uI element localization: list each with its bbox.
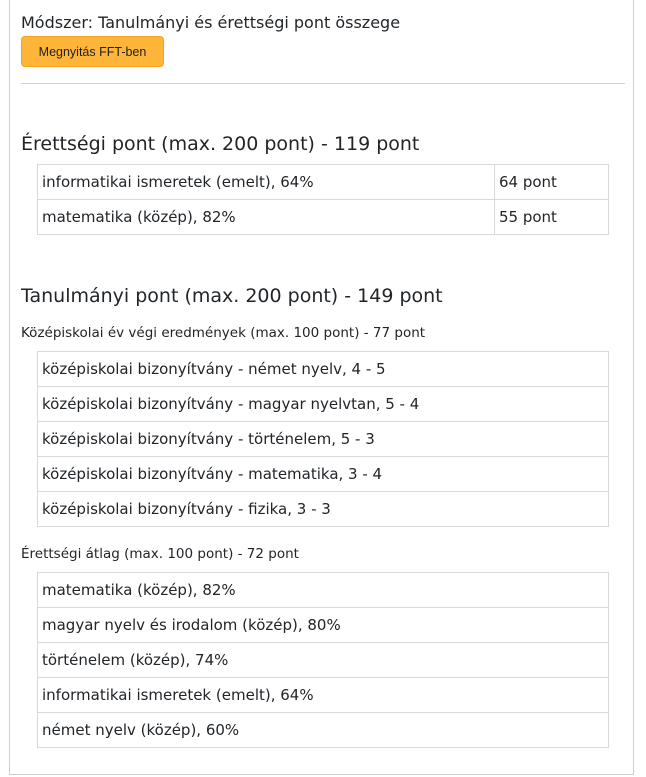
open-in-fft-button[interactable]: Megnyitás FFT-ben (21, 36, 164, 67)
erettsegi-pont-table: informatikai ismeretek (emelt), 64% 64 p… (37, 164, 609, 235)
exam-cell: informatikai ismeretek (emelt), 64% (37, 677, 609, 713)
table-row: informatikai ismeretek (emelt), 64% (37, 677, 609, 713)
result-card (9, 0, 634, 775)
method-label: Módszer: Tanulmányi és érettségi pont ös… (21, 13, 401, 32)
grade-cell: középiskolai bizonyítvány - német nyelv,… (37, 351, 609, 387)
grade-cell: középiskolai bizonyítvány - magyar nyelv… (37, 386, 609, 422)
points-cell: 64 pont (494, 164, 609, 200)
exam-cell: magyar nyelv és irodalom (közép), 80% (37, 607, 609, 643)
table-row: német nyelv (közép), 60% (37, 712, 609, 748)
table-row: középiskolai bizonyítvány - magyar nyelv… (37, 386, 609, 422)
exam-cell: német nyelv (közép), 60% (37, 712, 609, 748)
table-row: informatikai ismeretek (emelt), 64% 64 p… (37, 164, 609, 200)
table-row: matematika (közép), 82% 55 pont (37, 199, 609, 235)
kozepiskolai-table: középiskolai bizonyítvány - német nyelv,… (37, 351, 609, 527)
table-row: történelem (közép), 74% (37, 642, 609, 678)
erettsegi-atlag-table: matematika (közép), 82% magyar nyelv és … (37, 572, 609, 748)
exam-cell: matematika (közép), 82% (37, 572, 609, 608)
subject-cell: matematika (közép), 82% (37, 199, 495, 235)
grade-cell: középiskolai bizonyítvány - történelem, … (37, 421, 609, 457)
table-row: magyar nyelv és irodalom (közép), 80% (37, 607, 609, 643)
erettsegi-atlag-heading: Érettségi átlag (max. 100 pont) - 72 pon… (21, 546, 299, 562)
grade-cell: középiskolai bizonyítvány - fizika, 3 - … (37, 491, 609, 527)
exam-cell: történelem (közép), 74% (37, 642, 609, 678)
points-cell: 55 pont (494, 199, 609, 235)
divider (21, 83, 625, 84)
subject-cell: informatikai ismeretek (emelt), 64% (37, 164, 495, 200)
table-row: középiskolai bizonyítvány - német nyelv,… (37, 351, 609, 387)
table-row: matematika (közép), 82% (37, 572, 609, 608)
kozepiskolai-heading: Középiskolai év végi eredmények (max. 10… (21, 325, 426, 341)
erettsegi-pont-heading: Érettségi pont (max. 200 pont) - 119 pon… (21, 133, 420, 155)
grade-cell: középiskolai bizonyítvány - matematika, … (37, 456, 609, 492)
tanulmanyi-pont-heading: Tanulmányi pont (max. 200 pont) - 149 po… (21, 285, 443, 307)
table-row: középiskolai bizonyítvány - történelem, … (37, 421, 609, 457)
table-row: középiskolai bizonyítvány - matematika, … (37, 456, 609, 492)
table-row: középiskolai bizonyítvány - fizika, 3 - … (37, 491, 609, 527)
